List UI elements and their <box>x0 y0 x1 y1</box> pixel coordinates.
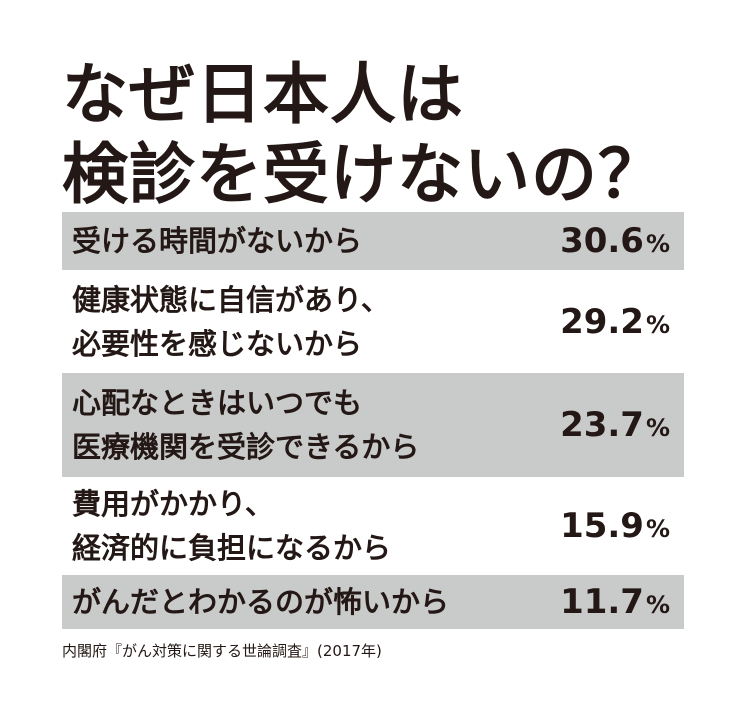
table-row: 健康状態に自信があり、 必要性を感じないから 29.2% <box>62 274 684 370</box>
title-line: 検診を受けないの？ <box>62 136 665 213</box>
reason-line: 受ける時間がないから <box>72 224 363 258</box>
value-cell: 15.9% <box>560 506 670 546</box>
reason-line: 経済的に負担になるから <box>72 531 392 565</box>
source: 内閣府『がん対策に関する世論調査』(2017年) <box>62 642 382 660</box>
value-cell: 11.7% <box>560 582 670 622</box>
reason: がんだとわかるのが怖いから <box>72 580 449 624</box>
unit: % <box>645 230 670 258</box>
unit: % <box>645 414 670 442</box>
reason-line: 必要性を感じないから <box>72 327 363 361</box>
table-row: がんだとわかるのが怖いから 11.7% <box>62 575 684 629</box>
value: 11.7 <box>560 582 644 622</box>
table-row: 心配なときはいつでも医療機関を受診できるから 23.7% <box>62 373 684 477</box>
value: 15.9 <box>560 506 644 546</box>
reason: 健康状態に自信があり、 必要性を感じないから <box>72 278 390 366</box>
value-cell: 23.7% <box>560 405 670 445</box>
reason: 受ける時間がないから <box>72 219 362 263</box>
title-line: なぜ日本人は <box>62 56 464 133</box>
reason-line: 費用がかかり、 <box>72 487 274 521</box>
unit: % <box>645 311 670 339</box>
value-cell: 30.6% <box>560 221 670 261</box>
table-row: 受ける時間がないから 30.6% <box>62 212 684 270</box>
table-row: 費用がかかり、経済的に負担になるから 15.9% <box>62 481 684 571</box>
value: 23.7 <box>560 405 644 445</box>
reason: 心配なときはいつでも医療機関を受診できるから <box>72 381 419 469</box>
unit: % <box>645 515 670 543</box>
reason-line: がんだとわかるのが怖いから <box>72 585 450 619</box>
value: 29.2 <box>560 302 644 342</box>
reason: 費用がかかり、経済的に負担になるから <box>72 482 391 570</box>
value-cell: 29.2% <box>560 302 670 342</box>
reason-line: 健康状態に自信があり、 <box>72 283 390 317</box>
value: 30.6 <box>560 221 644 261</box>
reason-line: 医療機関を受診できるから <box>72 430 420 464</box>
unit: % <box>645 591 670 619</box>
reason-line: 心配なときはいつでも <box>72 386 363 420</box>
